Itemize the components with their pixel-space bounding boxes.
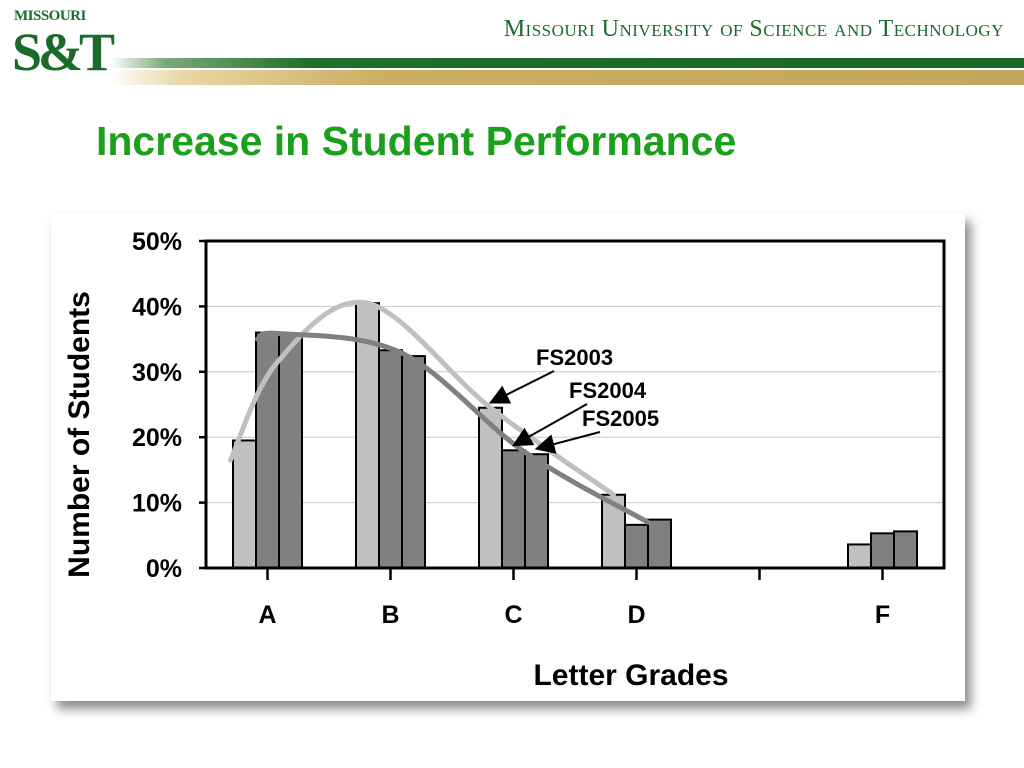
bar-fs2003 xyxy=(232,439,257,569)
bar-fs2005 xyxy=(647,518,672,570)
bar-fs2005 xyxy=(524,453,549,569)
bar-fs2004 xyxy=(378,349,403,569)
annotation-arrow xyxy=(512,403,588,447)
bar-fs2004 xyxy=(501,449,526,569)
logo-small-text: MISSOURI xyxy=(14,8,86,24)
annotation-arrow xyxy=(534,431,601,454)
bar-fs2004 xyxy=(870,532,895,570)
annotation-label: FS2004 xyxy=(569,378,647,403)
bar-fs2004 xyxy=(624,523,649,569)
x-tick-label: F xyxy=(875,601,890,629)
university-name: Missouri University of Science and Techn… xyxy=(503,16,1004,42)
trend-line-fs2004-fs2005 xyxy=(255,330,651,525)
header-gold-band xyxy=(110,70,1024,85)
x-tick-label: B xyxy=(381,601,399,629)
x-tick-label: C xyxy=(504,601,522,629)
annotation-label: FS2005 xyxy=(582,406,659,431)
bar-fs2005 xyxy=(401,355,426,569)
grade-distribution-chart: 0% 10% 20% 30% 40% 50% A B C D F Letter Grades Numbe… xyxy=(63,228,946,692)
y-tick-label: 10% xyxy=(132,490,182,518)
bar-fs2003 xyxy=(847,543,872,569)
x-tick-label: D xyxy=(627,601,645,629)
y-tick-label: 20% xyxy=(132,424,182,452)
y-tick-label: 0% xyxy=(146,555,182,583)
header-green-band xyxy=(110,58,1024,68)
slide-title: Increase in Student Performance xyxy=(96,118,737,164)
y-tick-label: 50% xyxy=(132,228,182,256)
y-axis-title: Number of Students xyxy=(63,291,96,578)
bar-fs2005 xyxy=(893,530,918,570)
missouri-st-logo: MISSOURI S&T xyxy=(10,8,115,84)
x-tick-label: A xyxy=(258,601,276,629)
x-axis-title: Letter Grades xyxy=(533,659,728,692)
y-tick-label: 30% xyxy=(132,359,182,387)
plot-border xyxy=(204,239,946,570)
bar-fs2005 xyxy=(278,333,303,569)
y-tick-label: 40% xyxy=(132,293,182,321)
annotation-label: FS2003 xyxy=(536,345,613,370)
annotation-arrow xyxy=(488,370,555,404)
chart-panel: 0% 10% 20% 30% 40% 50% A B C D F Letter Grades Numbe… xyxy=(51,213,965,701)
logo-big-text: S&T xyxy=(12,22,115,82)
